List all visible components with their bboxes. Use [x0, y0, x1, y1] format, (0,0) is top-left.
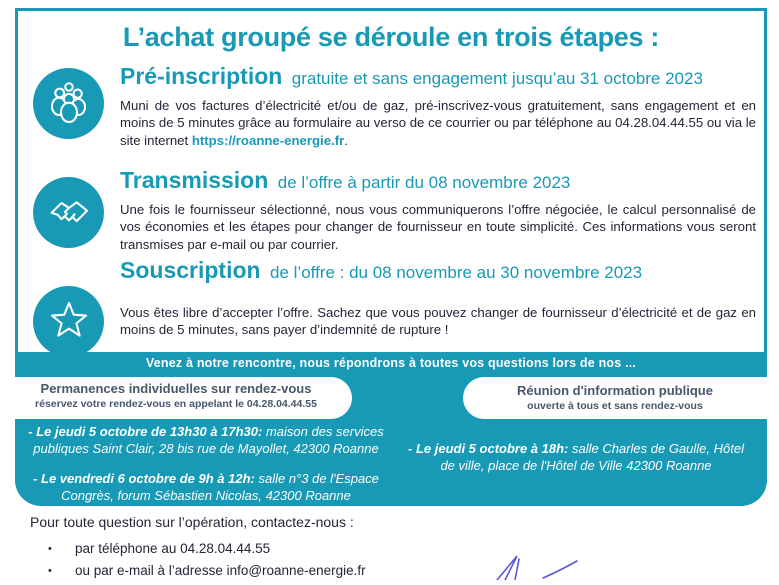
step1-headline: Pré-inscription gratuite et sans engagem…	[120, 62, 756, 94]
step3-heading: Souscription	[120, 257, 261, 283]
contact-item-email: • ou par e-mail à l’adresse info@roanne-…	[30, 560, 500, 582]
steps-frame	[15, 8, 767, 352]
meet-banner: Venez à notre rencontre, nous répondrons…	[15, 352, 767, 375]
event-where: salle n°3 de l'Espace Congrès, forum Séb…	[61, 471, 379, 503]
handshake-icon	[44, 185, 94, 240]
event-where: maison des services publiques Saint Clai…	[33, 424, 384, 456]
people-icon	[45, 77, 93, 130]
step2-heading: Transmission	[120, 167, 269, 193]
step1-body-text: Muni de vos factures d’électricité et/ou…	[120, 98, 756, 148]
right-tab-title: Réunion d'information publique	[517, 383, 713, 398]
event-when: - Le jeudi 5 octobre à 18h:	[408, 441, 569, 456]
step1-heading: Pré-inscription	[120, 63, 283, 89]
bullet-icon: •	[48, 543, 52, 555]
step1-subheading: gratuite et sans engagement jusqu’au 31 …	[291, 69, 703, 88]
left-tab-subtitle: réservez votre rendez-vous en appelant l…	[35, 398, 317, 410]
step1-body-end: .	[344, 132, 348, 148]
page-title: L’achat groupé se déroule en trois étape…	[122, 22, 660, 52]
contact-block: Pour toute question sur l’opération, con…	[30, 513, 500, 582]
bullet-icon: •	[48, 565, 52, 577]
contact-email-text: ou par e-mail à l’adresse info@roanne-en…	[75, 563, 366, 578]
step3-body: Vous êtes libre d’accepter l’offre. Sach…	[120, 305, 756, 338]
website-link[interactable]: https://roanne-energie.fr	[191, 132, 345, 148]
signature-scribble	[483, 549, 598, 585]
step3: Souscription de l’offre : du 08 novembre…	[120, 256, 756, 339]
step2-subheading: de l’offre à partir du 08 novembre 2023	[277, 173, 571, 192]
step1: Pré-inscription gratuite et sans engagem…	[120, 62, 756, 149]
step2: Transmission de l’offre à partir du 08 n…	[120, 166, 756, 253]
step2-body: Une fois le fournisseur sélectionné, nou…	[120, 202, 756, 252]
event-when: - Le vendredi 6 octobre de 9h à 12h:	[33, 471, 255, 486]
event-when: - Le jeudi 5 octobre de 13h30 à 17h30:	[28, 424, 263, 439]
step3-headline: Souscription de l’offre : du 08 novembre…	[120, 256, 756, 288]
contact-phone-text: par téléphone au 04.28.04.44.55	[75, 541, 271, 556]
right-events: - Le jeudi 5 octobre à 18h: salle Charle…	[400, 440, 752, 487]
event-where: salle Charles de Gaulle, Hôtel de ville,…	[440, 441, 744, 473]
left-tab-title: Permanences individuelles sur rendez-vou…	[40, 381, 312, 396]
contact-item-phone: • par téléphone au 04.28.04.44.55	[30, 538, 500, 560]
step3-icon-circle	[33, 286, 104, 357]
step1-icon-circle	[33, 68, 104, 139]
contact-intro: Pour toute question sur l’opération, con…	[30, 514, 354, 530]
right-tab-reunion: Réunion d'information publique ouverte à…	[463, 377, 767, 419]
event-item: - Le vendredi 6 octobre de 9h à 12h: sal…	[25, 470, 387, 504]
contact-list: • par téléphone au 04.28.04.44.55 • ou p…	[30, 538, 500, 582]
step2-icon-circle	[33, 177, 104, 248]
event-item: - Le jeudi 5 octobre à 18h: salle Charle…	[400, 440, 752, 474]
left-tab-permanences: Permanences individuelles sur rendez-vou…	[0, 377, 352, 419]
step2-headline: Transmission de l’offre à partir du 08 n…	[120, 166, 756, 198]
step1-body: Muni de vos factures d’électricité et/ou…	[120, 97, 756, 149]
event-item: - Le jeudi 5 octobre de 13h30 à 17h30: m…	[25, 423, 387, 457]
step3-subheading: de l’offre : du 08 novembre au 30 novemb…	[270, 263, 643, 282]
left-events: - Le jeudi 5 octobre de 13h30 à 17h30: m…	[25, 423, 387, 517]
right-tab-subtitle: ouverte à tous et sans rendez-vous	[527, 400, 703, 412]
star-icon	[44, 294, 94, 349]
